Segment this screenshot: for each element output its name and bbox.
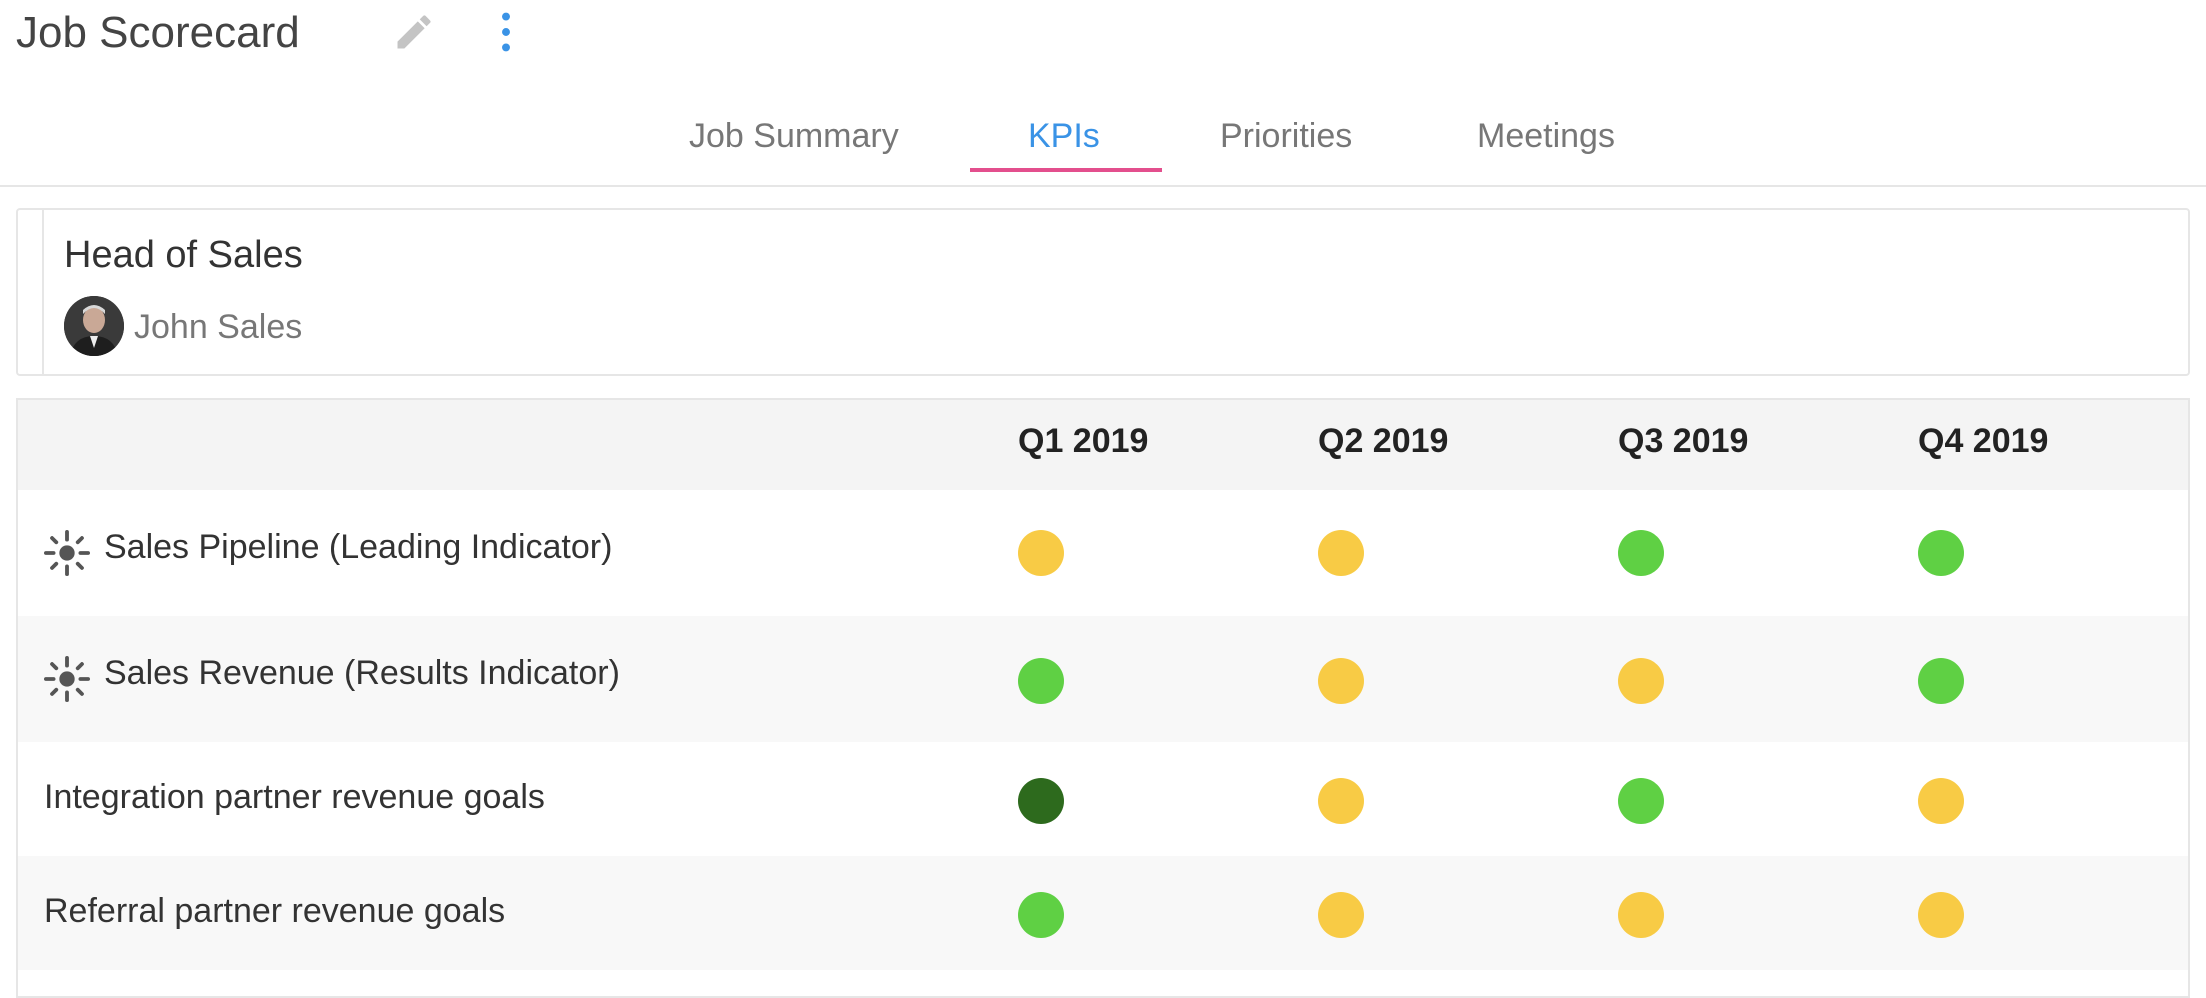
status-dot-q3[interactable]	[1618, 778, 1664, 824]
kpi-table: Q1 2019 Q2 2019 Q3 2019 Q4 2019 Sales Pi…	[16, 398, 2190, 998]
kpi-label: Referral partner revenue goals	[44, 892, 506, 930]
table-row[interactable]: Referral partner revenue goals	[18, 856, 2188, 970]
status-dot-q3[interactable]	[1618, 530, 1664, 576]
top-bar: Job Scorecard	[0, 0, 2206, 70]
status-dot-q1[interactable]	[1018, 530, 1064, 576]
column-header-q2: Q2 2019	[1318, 422, 1449, 460]
status-dot-q4[interactable]	[1918, 658, 1964, 704]
table-header: Q1 2019 Q2 2019 Q3 2019 Q4 2019	[18, 400, 2188, 490]
job-card: Head of Sales John Sales	[16, 208, 2190, 376]
card-stripe	[42, 210, 44, 374]
status-dot-q1[interactable]	[1018, 892, 1064, 938]
tab-job-summary[interactable]: Job Summary	[689, 117, 899, 155]
status-dot-q1[interactable]	[1018, 658, 1064, 704]
kpi-label: Sales Revenue (Results Indicator)	[104, 654, 620, 692]
column-header-q3: Q3 2019	[1618, 422, 1749, 460]
status-dot-q2[interactable]	[1318, 530, 1364, 576]
status-dot-q3[interactable]	[1618, 658, 1664, 704]
table-row[interactable]: Sales Pipeline (Leading Indicator)	[18, 490, 2188, 616]
status-dot-q4[interactable]	[1918, 892, 1964, 938]
sun-indicator-icon	[44, 530, 90, 576]
tab-bar: Job Summary KPIs Priorities Meetings	[0, 105, 2206, 187]
status-dot-q2[interactable]	[1318, 892, 1364, 938]
column-header-q4: Q4 2019	[1918, 422, 2049, 460]
status-dot-q2[interactable]	[1318, 658, 1364, 704]
status-dot-q3[interactable]	[1618, 892, 1664, 938]
tab-kpis[interactable]: KPIs	[1028, 117, 1100, 155]
status-dot-q2[interactable]	[1318, 778, 1364, 824]
tab-meetings[interactable]: Meetings	[1477, 117, 1615, 155]
table-row[interactable]: Sales Revenue (Results Indicator)	[18, 616, 2188, 742]
sun-indicator-icon	[44, 656, 90, 702]
vertical-ellipsis-icon[interactable]	[495, 10, 517, 54]
page-title: Job Scorecard	[16, 8, 300, 57]
pencil-icon[interactable]	[392, 10, 436, 54]
status-dot-q4[interactable]	[1918, 530, 1964, 576]
job-owner-name: John Sales	[134, 308, 303, 346]
kpi-label: Integration partner revenue goals	[44, 778, 545, 816]
kpi-label: Sales Pipeline (Leading Indicator)	[104, 528, 613, 566]
job-title: Head of Sales	[64, 234, 303, 276]
tab-priorities[interactable]: Priorities	[1220, 117, 1353, 155]
column-header-q1: Q1 2019	[1018, 422, 1149, 460]
table-row[interactable]: Integration partner revenue goals	[18, 742, 2188, 856]
status-dot-q1[interactable]	[1018, 778, 1064, 824]
active-tab-indicator	[970, 168, 1162, 172]
status-dot-q4[interactable]	[1918, 778, 1964, 824]
person-icon	[64, 296, 124, 356]
avatar	[64, 296, 124, 356]
